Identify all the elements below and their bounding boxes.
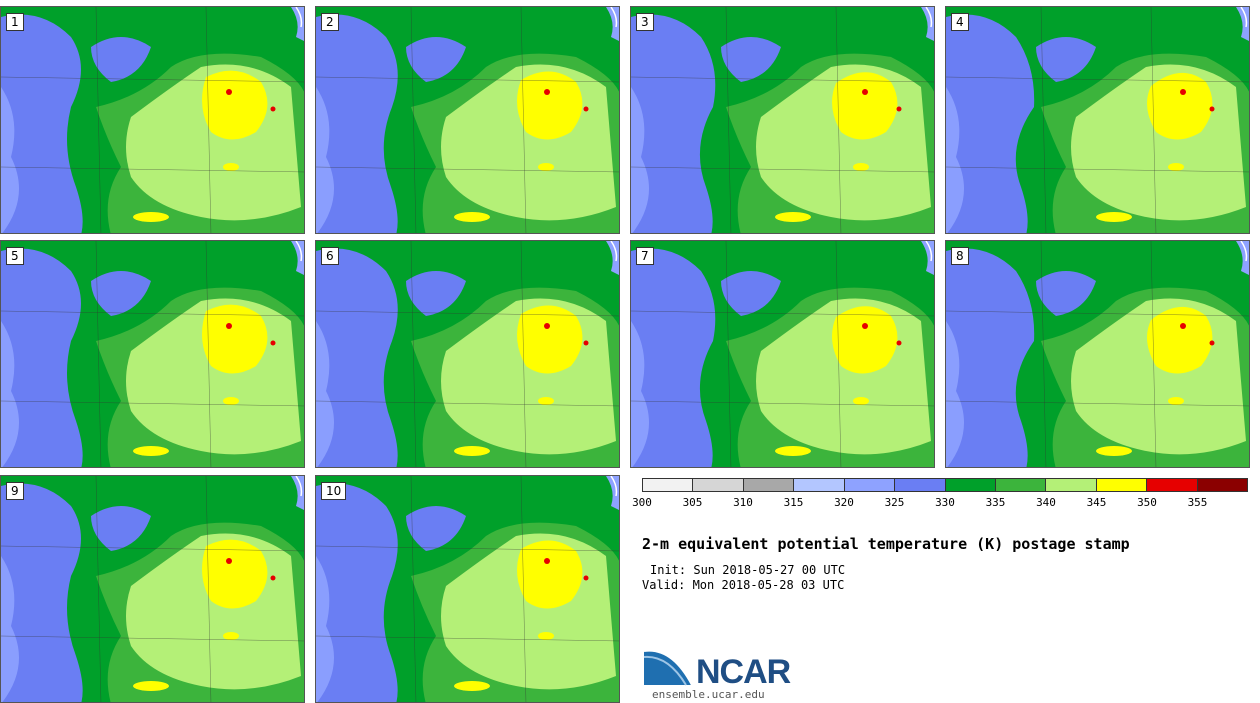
ensemble-member-panel: 7 — [630, 240, 935, 468]
member-number-label: 2 — [321, 13, 339, 31]
init-time: Init: Sun 2018-05-27 00 UTC — [650, 563, 846, 577]
ensemble-member-panel: 5 — [0, 240, 305, 468]
member-number-label: 1 — [6, 13, 24, 31]
ensemble-member-panel: 8 — [945, 240, 1250, 468]
legend-swatch — [1096, 479, 1148, 491]
member-number-label: 8 — [951, 247, 969, 265]
member-number-label: 6 — [321, 247, 339, 265]
logo-wordmark: NCAR — [696, 653, 791, 691]
legend-swatch — [995, 479, 1047, 491]
legend-tick-label: 315 — [783, 496, 804, 509]
member-number-label: 9 — [6, 482, 24, 500]
legend-swatch — [844, 479, 896, 491]
color-legend: 300 305 310 315 320 325 330 335 340 345 350 355 — [632, 478, 1248, 509]
legend-tick-label: 330 — [935, 496, 955, 509]
legend-tick-label: 335 — [985, 496, 1006, 509]
legend-swatch — [895, 479, 946, 491]
legend-swatch — [1046, 479, 1097, 491]
legend-tick-label: 300 — [632, 496, 652, 509]
legend-swatch — [743, 479, 795, 491]
member-number-label: 4 — [951, 13, 969, 31]
ensemble-member-panel: 3 — [630, 6, 935, 234]
legend-tick-labels: 300 305 310 315 320 325 330 335 340 345 350 355 — [632, 492, 1248, 509]
legend-swatch — [945, 479, 996, 491]
legend-tick-label: 325 — [884, 496, 905, 509]
legend-tick-label: 310 — [733, 496, 753, 509]
legend-swatch — [643, 479, 694, 491]
logo-url: ensemble.ucar.edu — [652, 688, 765, 701]
ensemble-member-panel: 9 — [0, 475, 305, 703]
legend-colorbar — [642, 478, 1248, 492]
legend-tick-label: 345 — [1086, 496, 1107, 509]
valid-time: Valid: Mon 2018-05-28 03 UTC — [642, 578, 845, 592]
legend-swatch — [693, 479, 744, 491]
legend-tick-label: 340 — [1036, 496, 1056, 509]
ncar-logo-icon — [643, 649, 693, 686]
legend-swatch — [794, 479, 845, 491]
member-number-label: 3 — [636, 13, 654, 31]
ensemble-member-panel: 1 — [0, 6, 305, 234]
chart-title: 2-m equivalent potential temperature (K)… — [642, 535, 1130, 553]
legend-tick-label: 320 — [834, 496, 854, 509]
ensemble-member-panel: 6 — [315, 240, 620, 468]
member-number-label: 7 — [636, 247, 654, 265]
legend-tick-label: 355 — [1187, 496, 1208, 509]
legend-tick-label: 350 — [1137, 496, 1157, 509]
legend-tick-label: 305 — [682, 496, 703, 509]
member-number-label: 10 — [321, 482, 347, 500]
legend-swatch — [1147, 479, 1198, 491]
legend-swatch — [1197, 479, 1248, 491]
ensemble-member-panel: 4 — [945, 6, 1250, 234]
member-number-label: 5 — [6, 247, 24, 265]
ensemble-member-panel: 2 — [315, 6, 620, 234]
ensemble-member-panel: 10 — [315, 475, 620, 703]
